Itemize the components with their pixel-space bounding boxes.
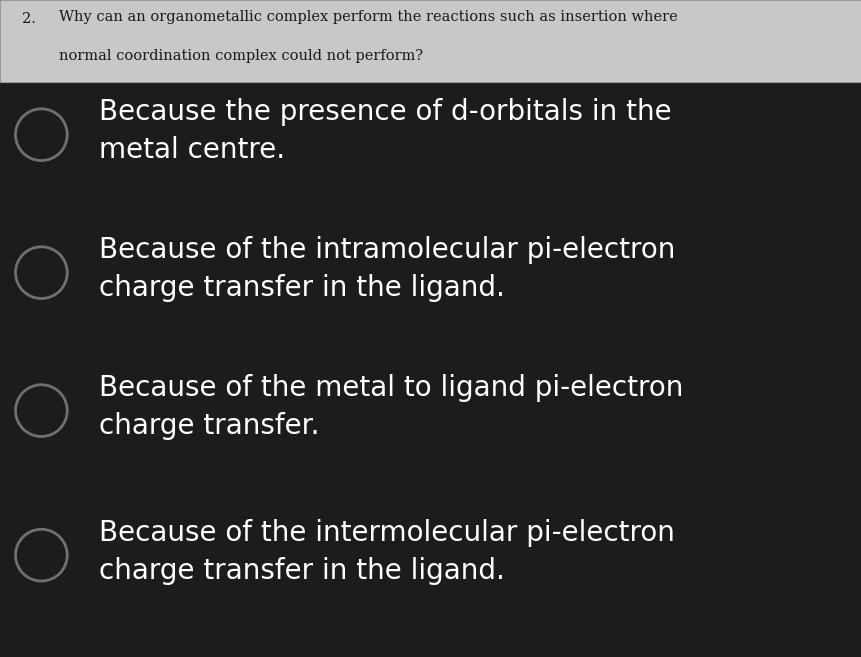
Text: Because of the metal to ligand pi-electron
charge transfer.: Because of the metal to ligand pi-electr… — [99, 374, 683, 440]
Text: normal coordination complex could not perform?: normal coordination complex could not pe… — [59, 49, 422, 63]
Text: Because the presence of d-orbitals in the
metal centre.: Because the presence of d-orbitals in th… — [99, 99, 671, 164]
Text: 2.: 2. — [22, 12, 35, 26]
Text: Because of the intramolecular pi-electron
charge transfer in the ligand.: Because of the intramolecular pi-electro… — [99, 237, 675, 302]
Text: Because of the intermolecular pi-electron
charge transfer in the ligand.: Because of the intermolecular pi-electro… — [99, 519, 674, 585]
Text: Why can an organometallic complex perform the reactions such as insertion where: Why can an organometallic complex perfor… — [59, 10, 677, 24]
FancyBboxPatch shape — [0, 0, 861, 82]
